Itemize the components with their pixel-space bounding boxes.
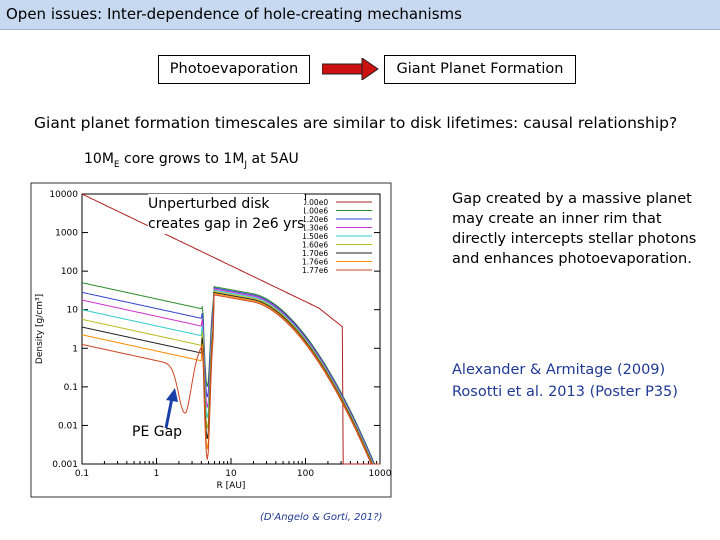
explanation-line: Gap created by a massive planet — [452, 191, 692, 207]
x-tick-label: 100 — [297, 469, 314, 479]
y-tick-label: 1 — [72, 344, 78, 354]
legend-label: 1.70e6 — [302, 249, 328, 258]
series-line — [81, 289, 380, 465]
x-axis-label: R [AU] — [217, 481, 246, 491]
explanation-line: directly intercepts stellar photons — [452, 231, 697, 247]
legend-label: 0.00e0 — [302, 198, 328, 207]
y-tick-label: 0.01 — [58, 421, 78, 431]
annotation-line: Unperturbed disk — [148, 196, 270, 212]
slide-title: Open issues: Inter-dependence of hole-cr… — [6, 5, 462, 23]
references: Alexander & Armitage (2009) Rosotti et a… — [452, 359, 678, 403]
y-axis-label: Density [g/cm³] — [35, 294, 45, 364]
unperturbed-disk-annotation: Unperturbed disk creates gap in 2e6 yrs — [148, 194, 305, 234]
legend-label: 1.77e6 — [302, 266, 328, 275]
legend-label: 1.00e6 — [302, 207, 328, 216]
x-tick-label: 0.1 — [75, 469, 89, 479]
series-line — [81, 291, 380, 465]
series-line — [81, 288, 380, 465]
y-tick-label: 10000 — [49, 190, 78, 200]
reference: Alexander & Armitage (2009) — [452, 362, 666, 378]
series-line — [81, 287, 380, 465]
density-plot: 0.1 1 10 100 1000 0.001 0.01 0.1 1 10 100 1000 10000… — [30, 182, 392, 498]
legend-label: 1.50e6 — [302, 232, 328, 241]
explanation-line: may create an inner rim that — [452, 211, 662, 227]
series-line — [81, 282, 380, 465]
photoevaporation-box: Photoevaporation — [158, 55, 310, 84]
annotation-line: creates gap in 2e6 yrs — [148, 216, 305, 232]
y-tick-label: 10 — [67, 306, 79, 316]
legend-label: 1.60e6 — [302, 241, 328, 250]
gap-explanation: Gap created by a massive planet may crea… — [452, 189, 712, 269]
x-tick-label: 1000 — [369, 469, 392, 479]
pe-gap-label: PE Gap — [132, 424, 183, 440]
timescale-statement: Giant planet formation timescales are si… — [34, 114, 678, 132]
core-growth-note: 10ME core grows to 1MJ at 5AU — [84, 151, 299, 170]
causal-arrow — [322, 58, 379, 80]
y-tick-label: 0.001 — [52, 460, 78, 470]
x-tick-label: 1 — [154, 469, 160, 479]
y-tick-label: 1000 — [55, 229, 78, 239]
series-line — [81, 290, 380, 465]
y-tick-label: 0.1 — [64, 383, 78, 393]
figure-citation: (D'Angelo & Gorti, 201?) — [260, 512, 383, 523]
series-line — [81, 294, 380, 465]
pe-gap-arrow — [164, 388, 178, 428]
legend-label: 1.76e6 — [302, 258, 328, 267]
legend-label: 1.20e6 — [302, 215, 328, 224]
series-line — [81, 292, 380, 465]
explanation-line: and enhances photoevaporation. — [452, 251, 692, 267]
x-tick-label: 10 — [225, 469, 237, 479]
legend-label: 1.30e6 — [302, 224, 328, 233]
giant-planet-formation-box: Giant Planet Formation — [384, 55, 576, 84]
series-line — [81, 193, 380, 465]
title-bar: Open issues: Inter-dependence of hole-cr… — [0, 0, 720, 30]
y-tick-label: 100 — [61, 267, 78, 277]
reference: Rosotti et al. 2013 (Poster P35) — [452, 384, 678, 400]
